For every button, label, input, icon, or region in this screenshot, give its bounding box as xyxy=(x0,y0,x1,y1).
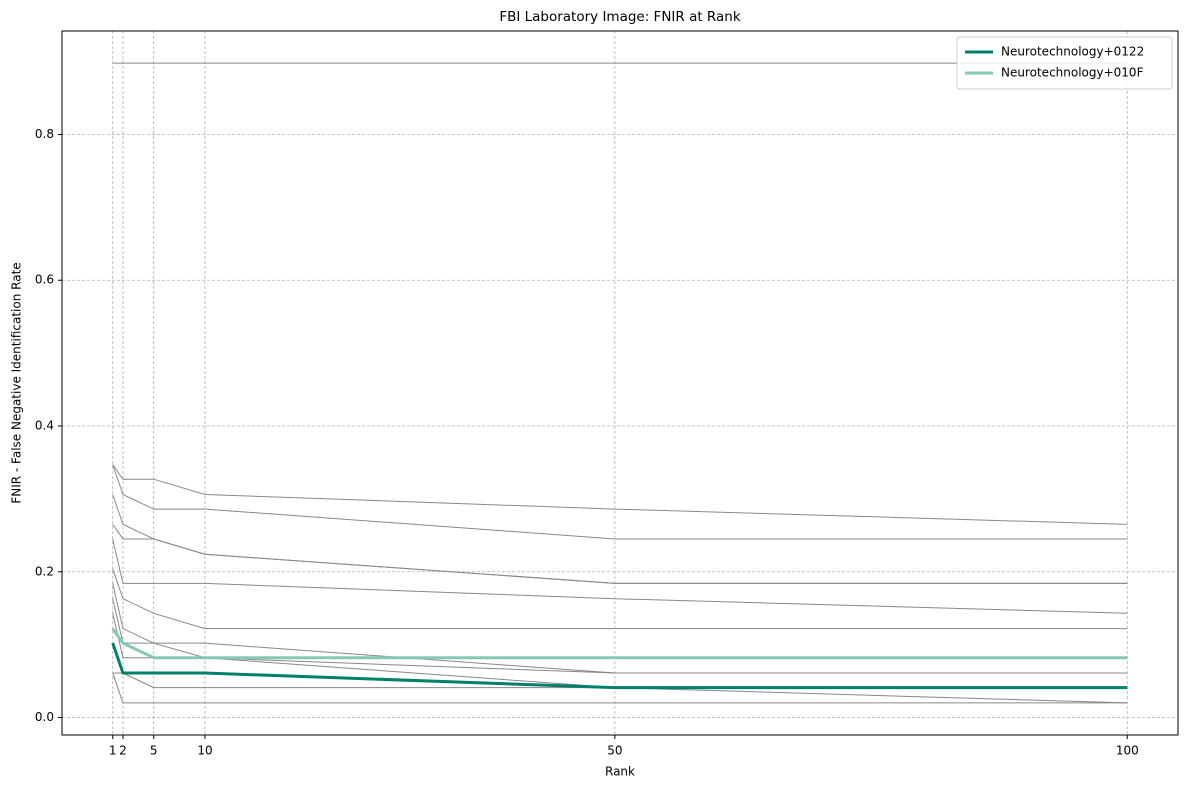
x-tick-label: 1 xyxy=(109,744,117,758)
y-tick-label: 0.4 xyxy=(35,418,54,432)
series-line xyxy=(112,538,1128,614)
y-tick-label: 0.8 xyxy=(35,127,54,141)
series-line xyxy=(112,464,1128,540)
y-axis-label: FNIR - False Negative Identification Rat… xyxy=(10,262,24,503)
x-axis-label: Rank xyxy=(605,765,635,779)
x-tick-label: 100 xyxy=(1116,744,1139,758)
series-line xyxy=(112,598,1128,674)
series-line xyxy=(112,568,1128,630)
series-line xyxy=(111,642,1128,690)
chart-title: FBI Laboratory Image: FNIR at Rank xyxy=(499,9,741,25)
legend-box xyxy=(956,36,1173,90)
y-tick-label: 0.0 xyxy=(35,710,54,724)
x-tick-label: 50 xyxy=(607,744,622,758)
series-line xyxy=(111,627,1128,660)
y-tick-label: 0.2 xyxy=(35,564,54,578)
x-tick-label: 10 xyxy=(197,744,212,758)
x-tick-label: 2 xyxy=(119,744,127,758)
series-line xyxy=(112,524,1128,584)
series-line xyxy=(112,672,1128,704)
y-tick-label: 0.6 xyxy=(35,273,54,287)
legend-label: Neurotechnology+010F xyxy=(1001,66,1144,80)
legend-label: Neurotechnology+0122 xyxy=(1001,45,1144,59)
plot-frame xyxy=(61,30,1179,736)
x-tick-label: 5 xyxy=(150,744,158,758)
series-line xyxy=(112,464,1128,525)
